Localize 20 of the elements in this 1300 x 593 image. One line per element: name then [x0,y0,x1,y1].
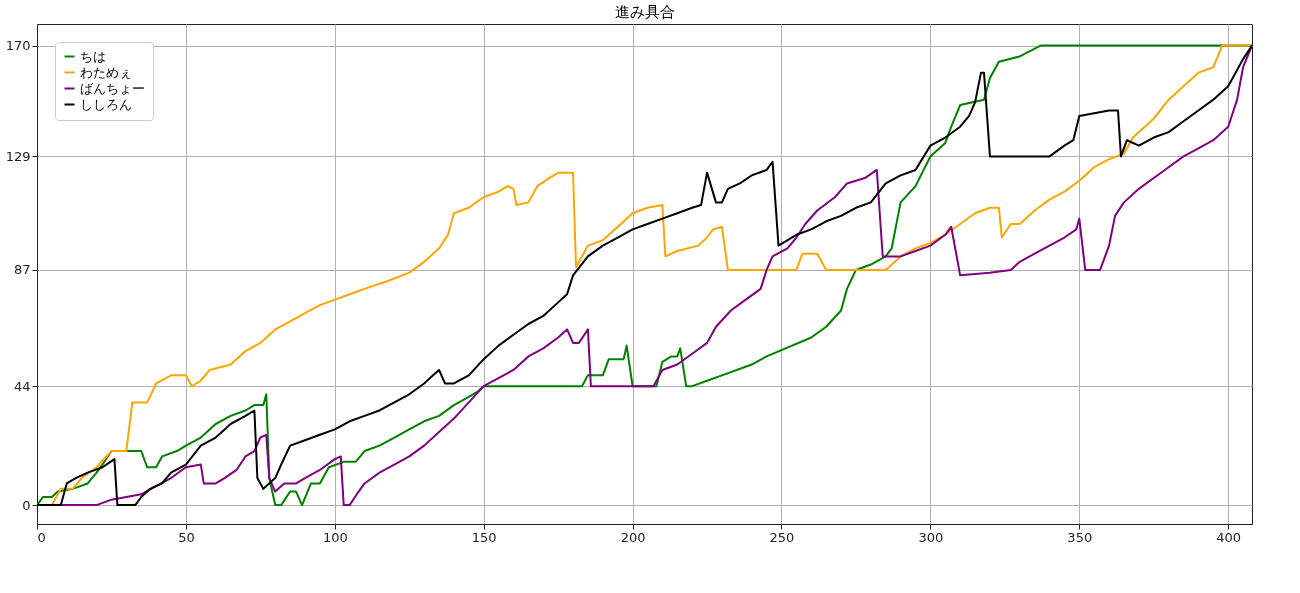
legend-label: ちは [80,48,106,64]
legend-label: ばんちょー [80,80,145,96]
y-tick-label: 170 [5,38,31,54]
chart-title: 進み具合 [614,3,675,21]
x-tick-label: 50 [178,529,195,545]
y-tick-label: 0 [22,497,31,513]
x-tick-label: 300 [918,529,944,545]
x-tick-label: 150 [471,529,497,545]
x-tick-label: 400 [1216,529,1242,545]
line-series [37,44,1252,507]
y-tick-label: 44 [13,378,31,394]
y-tick-label: 87 [13,262,31,278]
x-tick-label: 350 [1067,529,1093,545]
legend-label: わためぇ [80,64,132,80]
x-tick-label: 100 [322,529,348,545]
x-tick-label: 200 [620,529,646,545]
y-tick-label: 129 [5,148,31,164]
x-tick-label: 0 [37,529,46,545]
x-tick-label: 250 [769,529,795,545]
legend-label: ししろん [80,96,132,112]
